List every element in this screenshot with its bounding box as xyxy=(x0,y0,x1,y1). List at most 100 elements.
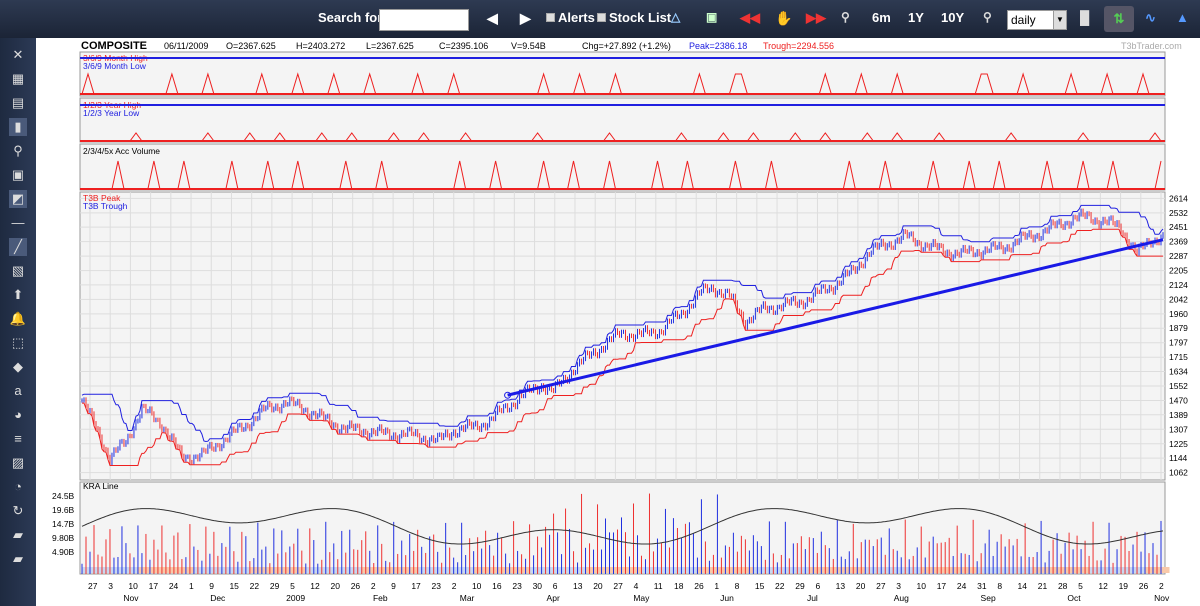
stock-list-label: Stock List xyxy=(609,10,672,25)
x-tick-label: 2 xyxy=(1159,581,1164,591)
info-trough: Trough=2294.556 xyxy=(763,41,834,51)
y-tick-label: 2369 xyxy=(1169,237,1188,247)
y-tick-label: 1389 xyxy=(1169,410,1188,420)
x-tick-label: 5 xyxy=(1078,581,1083,591)
month-high-low-series xyxy=(80,72,1161,95)
refresh-icon[interactable]: ↻ xyxy=(12,503,24,518)
sector-icon[interactable]: ▰ xyxy=(13,527,23,542)
search-input[interactable] xyxy=(379,9,469,31)
color-palette-icon[interactable]: ◕ xyxy=(14,407,22,422)
x-tick-label: 10 xyxy=(128,581,138,591)
interval-select[interactable]: daily ▼ xyxy=(1007,10,1067,30)
search-label: Search for: xyxy=(318,10,387,25)
chart-picture-icon[interactable]: ◩ xyxy=(9,190,27,208)
alerts-checkbox[interactable] xyxy=(546,13,555,22)
x-tick-label: 27 xyxy=(876,581,886,591)
zoom-out-icon[interactable]: ⚲ xyxy=(841,10,850,24)
x-tick-label: 12 xyxy=(310,581,320,591)
y-tick-label: 1715 xyxy=(1169,352,1188,362)
info-date: 06/11/2009 xyxy=(164,41,208,51)
bar-chart-icon[interactable]: █ xyxy=(1080,10,1090,25)
range-1y-button[interactable]: 1Y xyxy=(908,10,924,25)
fast-forward-icon[interactable]: ▶▶ xyxy=(806,10,826,25)
x-month-label: Feb xyxy=(373,593,388,603)
selection-box-icon[interactable]: ⬚ xyxy=(11,335,25,350)
list-icon[interactable]: ≡ xyxy=(14,431,22,446)
x-tick-label: 24 xyxy=(169,581,179,591)
y-tick-label: 2205 xyxy=(1169,266,1188,276)
zoom-in-icon[interactable]: ⚲ xyxy=(983,10,992,24)
area-chart-icon[interactable]: ▲ xyxy=(1176,10,1189,25)
back-arrow-icon[interactable]: ◀ xyxy=(487,10,498,26)
alert-bell-icon[interactable]: 🔔 xyxy=(9,311,27,326)
y-tick-label: 1470 xyxy=(1169,395,1188,405)
x-month-label: Sep xyxy=(981,593,996,603)
x-tick-label: 20 xyxy=(593,581,603,591)
x-tick-label: 3 xyxy=(108,581,113,591)
x-tick-label: 3 xyxy=(896,581,901,591)
y-tick-label: 2614 xyxy=(1169,193,1188,203)
x-month-label: Nov xyxy=(1154,593,1170,603)
x-tick-label: 13 xyxy=(573,581,583,591)
trend-line-icon[interactable]: ╱ xyxy=(9,238,27,256)
alerts-toggle[interactable]: Alerts xyxy=(546,10,595,25)
x-tick-label: 22 xyxy=(250,581,260,591)
x-tick-label: 8 xyxy=(735,581,740,591)
x-tick-label: 27 xyxy=(613,581,623,591)
y-tick-label: 1797 xyxy=(1169,338,1188,348)
horizontal-line-icon[interactable]: — xyxy=(11,215,25,230)
stock-list-toggle[interactable]: Stock List xyxy=(597,10,671,25)
x-tick-label: 14 xyxy=(1018,581,1028,591)
top-toolbar: Search for: ◀ ▶ Alerts Stock List △ ▣ ◀◀… xyxy=(0,0,1200,38)
fibonacci-icon[interactable]: ◆ xyxy=(13,359,23,374)
speed-icon[interactable]: ◔ xyxy=(14,479,22,494)
info-open: O=2367.625 xyxy=(226,41,276,51)
y-tick-label: 1225 xyxy=(1169,439,1188,449)
range-10y-button[interactable]: 10Y xyxy=(941,10,965,25)
year-high-low-series xyxy=(80,132,1162,142)
x-month-label: Nov xyxy=(123,593,139,603)
sector-icon-2[interactable]: ▰ xyxy=(13,551,23,566)
x-tick-label: 20 xyxy=(856,581,866,591)
bell-icon[interactable]: △ xyxy=(671,10,681,24)
draw-tools-icon[interactable]: ▨ xyxy=(11,455,25,470)
candles-icon[interactable]: ▮ xyxy=(9,118,27,136)
x-tick-label: 18 xyxy=(674,581,684,591)
x-tick-label: 16 xyxy=(492,581,502,591)
y-tick-label: 1879 xyxy=(1169,323,1188,333)
save-icon[interactable]: ▣ xyxy=(11,167,25,182)
compare-icon[interactable]: ▤ xyxy=(11,95,25,110)
t3b-trough-series xyxy=(82,228,1163,466)
date-band xyxy=(1161,567,1170,573)
hand-pan-icon[interactable]: ✋ xyxy=(775,10,793,26)
x-tick-label: 9 xyxy=(209,581,214,591)
forward-arrow-icon[interactable]: ▶ xyxy=(520,10,531,26)
trend-line-anchor xyxy=(504,391,512,399)
candle-chart-icon[interactable]: ⇅ xyxy=(1104,6,1134,32)
x-month-label: Mar xyxy=(460,593,475,603)
x-tick-label: 28 xyxy=(1058,581,1068,591)
zoom-icon[interactable]: ⚲ xyxy=(13,143,23,158)
up-arrow-icon[interactable]: ⬆ xyxy=(12,287,24,302)
acc-volume-series xyxy=(80,160,1162,190)
x-tick-label: 26 xyxy=(351,581,361,591)
parallel-lines-icon[interactable]: ▧ xyxy=(11,263,25,278)
x-tick-label: 23 xyxy=(512,581,522,591)
y-tick-label: 2532 xyxy=(1169,208,1188,218)
stock-list-checkbox[interactable] xyxy=(597,13,606,22)
range-6m-button[interactable]: 6m xyxy=(872,10,891,25)
grid-icon[interactable]: ▦ xyxy=(11,71,25,86)
y-tick-label: 1062 xyxy=(1169,468,1188,478)
delete-indicator-icon[interactable]: ✕ xyxy=(12,47,24,62)
x-tick-label: 2 xyxy=(371,581,376,591)
text-abc-icon[interactable]: a xyxy=(14,383,22,398)
x-tick-label: 22 xyxy=(775,581,785,591)
interval-value: daily xyxy=(1011,13,1036,27)
rewind-icon[interactable]: ◀◀ xyxy=(740,10,760,25)
x-tick-label: 15 xyxy=(229,581,239,591)
camera-icon[interactable]: ▣ xyxy=(706,10,718,24)
y-tick-label: 1634 xyxy=(1169,367,1188,377)
chart-area[interactable]: COMPOSITE 06/11/2009 O=2367.625 H=2403.272 L… xyxy=(36,38,1200,606)
x-tick-label: 11 xyxy=(654,581,663,591)
line-chart-icon[interactable]: ∿ xyxy=(1145,10,1156,25)
